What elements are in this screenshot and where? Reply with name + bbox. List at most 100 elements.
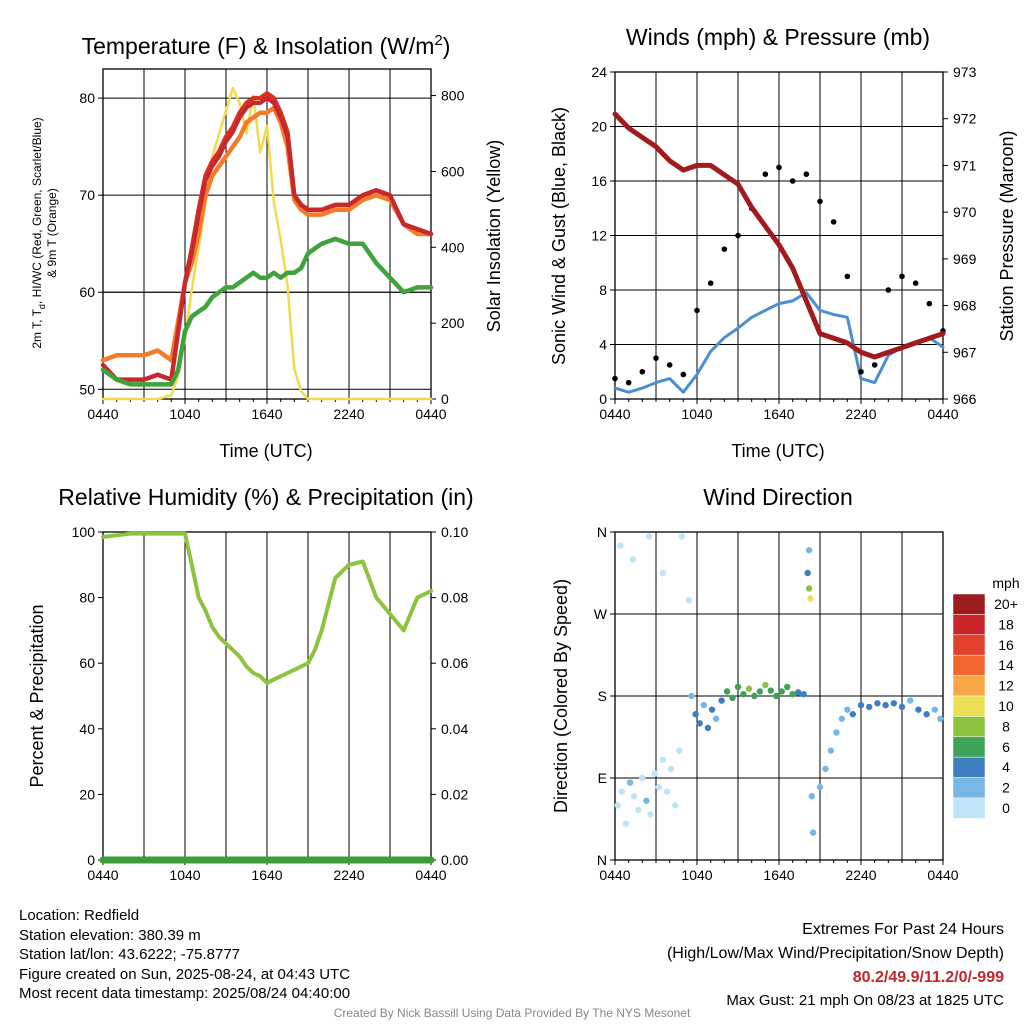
gust-point [735, 232, 741, 239]
direction-point [762, 681, 769, 689]
speed-legend-swatch [952, 675, 986, 697]
direction-point [708, 706, 716, 713]
gust-point [680, 371, 687, 378]
direction-point [712, 715, 720, 722]
gust-point [762, 171, 769, 177]
direction-point [773, 692, 780, 700]
direction-point [663, 788, 671, 795]
gust-point [653, 355, 659, 361]
station-location: Location: Redfield [19, 907, 140, 924]
gust-point [721, 246, 728, 252]
direction-point [645, 533, 653, 540]
y-tick-label: 60 [79, 284, 95, 300]
speed-legend-label: 8 [1002, 718, 1010, 734]
y-right-tick-label: 0.08 [441, 590, 468, 606]
direction-point [789, 690, 796, 698]
recent-timestamp: Most recent data timestamp: 2025/08/24 0… [19, 985, 351, 1002]
x-tick-label: 1040 [681, 867, 712, 883]
extremes-values: 80.2/49.9/11.2/0/-999 [852, 969, 1004, 986]
direction-point [745, 685, 753, 692]
gust-point [789, 178, 796, 184]
y-tick-label: S [598, 688, 607, 704]
x-tick-label: 1640 [251, 867, 282, 883]
direction-point [784, 683, 791, 691]
y-right-tick-label: 971 [953, 157, 977, 173]
direction-point [778, 688, 785, 695]
gust-point [666, 362, 673, 368]
winds-xlabel: Time (UTC) [731, 441, 824, 461]
direction-point [659, 569, 667, 577]
series-line-sonic-wind [613, 291, 945, 394]
y-right-tick-label: 200 [441, 315, 465, 331]
direction-point [639, 774, 646, 782]
speed-legend-label: 0 [1002, 800, 1010, 816]
max-gust: Max Gust: 21 mph On 08/23 at 1825 UTC [726, 992, 1004, 1009]
speed-legend-label: 14 [998, 657, 1014, 673]
direction-point [827, 747, 835, 754]
direction-point [805, 547, 813, 554]
y-right-tick-label: 0.02 [441, 786, 468, 802]
gust-point [707, 280, 714, 286]
direction-point [808, 793, 815, 800]
direction-point [659, 756, 667, 763]
y-tick-label: 80 [79, 90, 95, 106]
direction-point [647, 811, 654, 818]
speed-legend-swatch [952, 777, 986, 799]
y-tick-label: 0 [599, 391, 607, 407]
direction-point [857, 701, 865, 709]
y-right-tick-label: 972 [953, 111, 977, 127]
direction-point [809, 829, 817, 836]
direction-point [626, 779, 634, 786]
direction-point [923, 711, 930, 718]
y-tick-label: 60 [79, 655, 95, 671]
y-tick-label: 20 [591, 119, 607, 135]
speed-legend-label: 2 [1002, 780, 1010, 796]
x-tick-label: 0440 [599, 867, 630, 883]
direction-point [700, 701, 708, 709]
station-latlon: Station lat/lon: 43.6222; -75.8777 [19, 946, 241, 963]
y-right-tick-label: 966 [953, 391, 977, 407]
x-tick-label: 0440 [87, 867, 118, 883]
winds-title: Winds (mph) & Pressure (mb) [626, 24, 930, 50]
direction-point [718, 697, 725, 704]
gust-point [803, 171, 810, 177]
temperature-xlabel: Time (UTC) [219, 441, 312, 461]
direction-point [635, 806, 642, 814]
gust-point [844, 273, 851, 280]
x-tick-label: 0440 [415, 867, 446, 883]
direction-point [734, 683, 742, 691]
direction-point [671, 802, 679, 809]
speed-legend-label: 16 [998, 637, 1014, 653]
direction-ylabel: Direction (Colored By Speed) [551, 579, 571, 813]
station-elevation: Station elevation: 380.39 m [19, 926, 201, 944]
gust-point [830, 219, 837, 225]
temperature-title: Temperature (F) & Insolation (W/m2) [82, 32, 451, 59]
y-right-tick-label: 968 [953, 298, 977, 314]
x-tick-label: 2240 [333, 867, 364, 883]
winds-ylabel: Sonic Wind & Gust (Blue, Black) [549, 107, 569, 365]
x-tick-label: 0440 [415, 406, 446, 422]
speed-legend-title: mph [992, 575, 1019, 591]
direction-point [629, 556, 636, 563]
y-right-tick-label: 970 [953, 204, 977, 220]
speed-legend-swatch [952, 797, 986, 819]
direction-point [723, 688, 731, 695]
x-tick-label: 1040 [169, 867, 200, 883]
y-tick-label: E [598, 770, 607, 786]
x-tick-label: 0440 [87, 406, 118, 422]
direction-point [937, 715, 944, 722]
gust-point [912, 280, 919, 286]
series-line-2m-temp [101, 96, 433, 382]
gust-point [612, 375, 618, 382]
humidity-title: Relative Humidity (%) & Precipitation (i… [58, 484, 473, 510]
y-tick-label: 80 [79, 590, 95, 606]
speed-legend-swatch [952, 736, 986, 758]
y-right-tick-label: 973 [953, 64, 977, 80]
direction-point [800, 690, 807, 698]
x-tick-label: 1040 [169, 406, 200, 422]
direction-point [614, 802, 621, 809]
direction-point [704, 724, 712, 732]
direction-point [729, 694, 736, 702]
direction-point [931, 706, 938, 713]
direction-point [622, 820, 630, 827]
